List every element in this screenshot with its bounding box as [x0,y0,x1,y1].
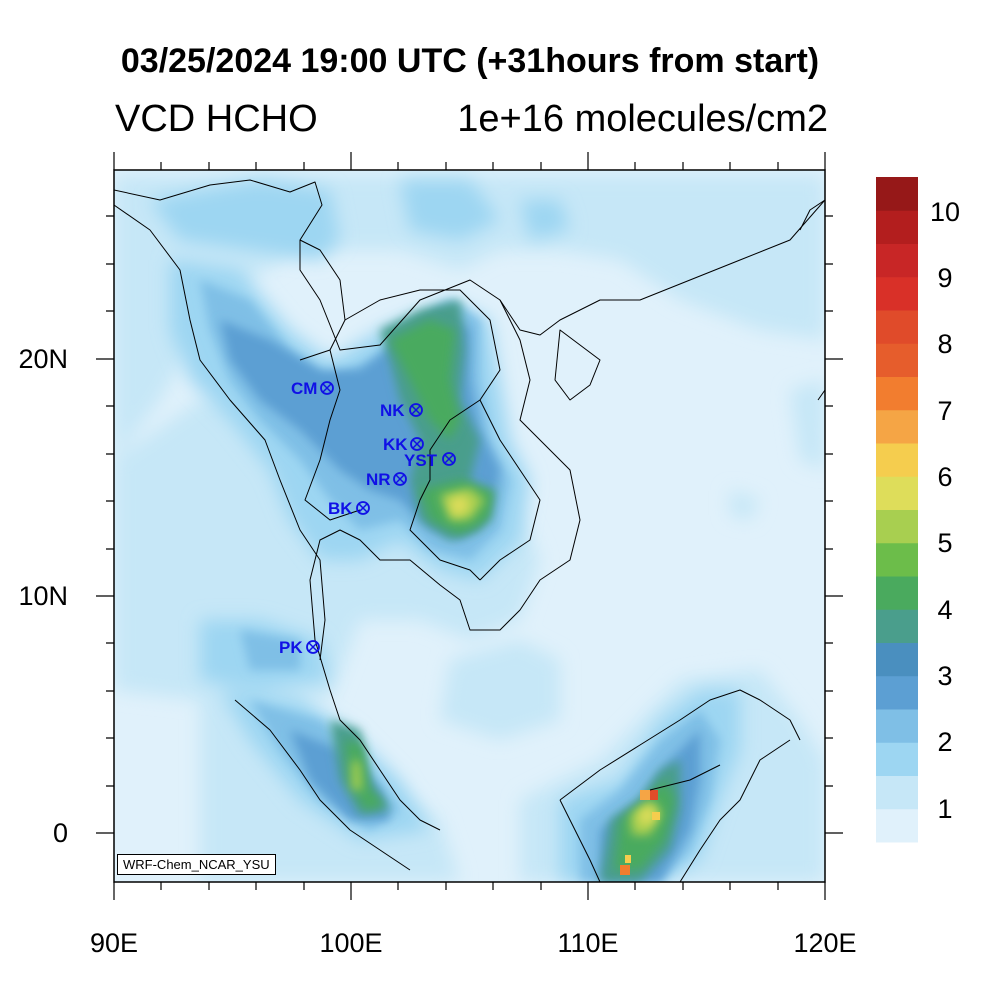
model-tag: WRF-Chem_NCAR_YSU [117,854,276,875]
colorbar-swatch [876,808,918,843]
station-nk[interactable]: NK [380,401,423,420]
units-label: 1e+16 molecules/cm2 [457,98,828,140]
colorbar-swatch [876,343,918,377]
colorbar-swatch [876,742,918,776]
colorbar-swatch [876,210,918,244]
chart-title: 03/25/2024 19:00 UTC (+31hours from star… [120,42,820,80]
station-label-nr: NR [366,470,391,489]
colorbar-swatch [876,443,918,477]
coastlines [114,179,825,882]
colorbar-swatch [876,409,918,444]
station-label-kk: KK [383,435,408,454]
colorbar-swatch [876,576,918,610]
colorbar-swatch [876,243,918,278]
cb-label-10: 10 [930,197,960,227]
x-tick-120e: 120E [793,928,856,958]
stations: CM NK KK YST NR [279,379,456,657]
colorbar-swatch [876,642,918,677]
cb-label-1: 1 [937,794,952,824]
cb-label-9: 9 [937,263,952,293]
y-tick-10n: 10N [18,581,68,611]
station-label-pk: PK [279,638,303,657]
colorbar-swatch [876,276,918,311]
station-kk[interactable]: KK [383,435,424,454]
colorbar-swatch [876,675,918,710]
x-axis-labels: 90E 100E 110E 120E [90,928,857,958]
hcho-level-8 [448,495,656,826]
colorbar-swatch [876,609,918,643]
colorbar-swatch [876,509,918,544]
colorbar-swatch [876,709,918,743]
cb-label-8: 8 [937,329,952,359]
plot-frame [113,169,826,883]
colorbar [876,177,918,843]
colorbar-swatch [876,310,918,344]
colorbar-swatch [876,542,918,577]
colorbar-swatch [876,376,918,411]
station-label-yst: YST [404,451,438,470]
station-yst[interactable]: YST [404,451,456,470]
x-tick-100e: 100E [319,928,382,958]
cb-label-4: 4 [937,595,952,625]
cb-label-7: 7 [937,396,952,426]
y-axis-labels: 20N 10N 0 [18,344,68,848]
station-nr[interactable]: NR [366,470,407,489]
plot-area: CM NK KK YST NR [114,170,825,882]
station-label-nk: NK [380,401,405,420]
cb-label-3: 3 [937,661,952,691]
x-tick-110e: 110E [557,928,618,958]
x-tick-90e: 90E [90,928,138,958]
cb-label-2: 2 [937,727,952,757]
y-tick-20n: 20N [18,344,68,374]
colorbar-swatch [876,775,918,810]
colorbar-swatch [876,177,918,211]
station-bk[interactable]: BK [328,499,370,518]
axis-ticks [96,152,843,900]
station-label-cm: CM [291,379,317,398]
colorbar-labels: 10 9 8 7 6 5 4 3 2 1 [930,197,960,824]
station-pk[interactable]: PK [279,638,320,657]
cb-label-5: 5 [937,528,952,558]
station-cm[interactable]: CM [291,379,334,398]
cb-label-6: 6 [937,462,952,492]
colorbar-swatch [876,476,918,510]
y-tick-0: 0 [53,818,68,848]
station-label-bk: BK [328,499,353,518]
variable-label: VCD HCHO [115,98,318,140]
hcho-hotspot-borneo [620,790,660,875]
